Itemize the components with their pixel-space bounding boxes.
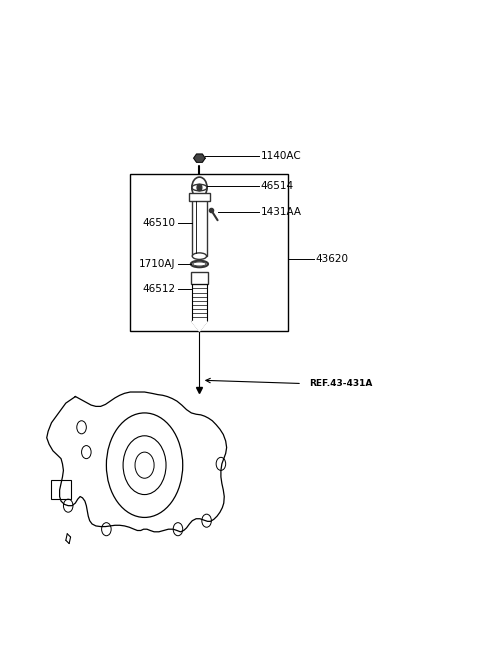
Bar (192, 197, 206, 256)
Polygon shape (194, 154, 205, 162)
Text: 1140AC: 1140AC (261, 151, 301, 161)
Text: 46514: 46514 (261, 180, 294, 191)
Bar (130, 174, 288, 331)
Bar (189, 193, 210, 201)
Text: 46512: 46512 (143, 284, 176, 294)
Polygon shape (192, 321, 207, 331)
Bar (51, 480, 71, 499)
Text: 1710AJ: 1710AJ (139, 259, 176, 269)
Bar (191, 272, 208, 284)
Circle shape (197, 184, 202, 191)
Text: 1431AA: 1431AA (261, 207, 301, 216)
Ellipse shape (192, 194, 206, 201)
Text: 46510: 46510 (143, 218, 176, 228)
Ellipse shape (192, 253, 206, 259)
Text: 43620: 43620 (315, 255, 348, 264)
Text: REF.43-431A: REF.43-431A (309, 379, 372, 388)
